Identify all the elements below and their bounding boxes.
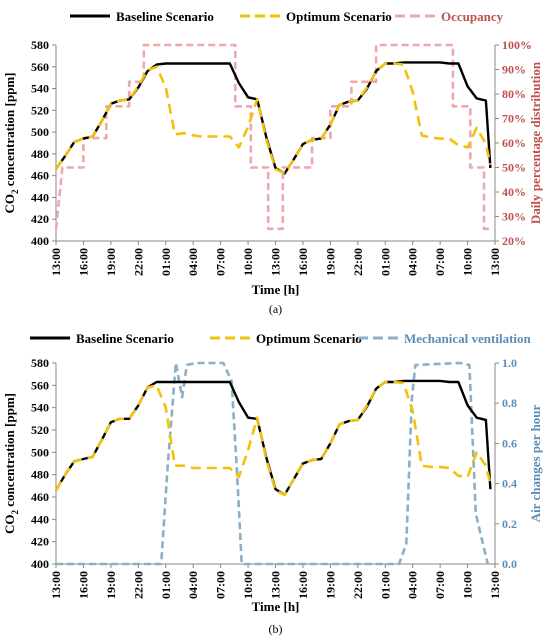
series-line-2 (56, 361, 489, 566)
x-tick-label: 13:00 (488, 248, 502, 276)
x-tick-label: 07:00 (433, 248, 447, 276)
y-tick-label: 500 (31, 125, 49, 139)
y2-tick-label: 100% (502, 38, 532, 52)
y-tick-label: 420 (31, 212, 49, 226)
x-tick-label: 19:00 (323, 571, 337, 599)
y-axis-title: CO2 concentration [ppm] (2, 73, 20, 214)
y-tick-label: 480 (31, 147, 49, 161)
x-axis-title: Time [h] (252, 282, 300, 297)
y2-tick-label: 0.2 (502, 517, 517, 531)
x-tick-label: 01:00 (378, 571, 392, 599)
y2-tick-label: 0.8 (502, 396, 517, 410)
y-tick-label: 400 (31, 234, 49, 248)
y2-tick-label: 30% (502, 210, 526, 224)
x-tick-label: 10:00 (461, 248, 475, 276)
panel-label: (a) (269, 302, 282, 316)
y-axis-title: CO2 concentration [ppm] (2, 393, 20, 534)
y-tick-label: 440 (31, 512, 49, 526)
panel-a-chart: 400 420 440 460 480 500 520 540 560 580 20% 30% 40% 5… (2, 9, 543, 316)
y-tick-label: 580 (31, 38, 49, 52)
y-tick-label: 560 (31, 378, 49, 392)
y-tick-label: 520 (31, 103, 49, 117)
x-tick-label: 04:00 (186, 571, 200, 599)
y-tick-label: 500 (31, 445, 49, 459)
y2-tick-label: 0.0 (502, 557, 517, 571)
x-tick-label: 04:00 (406, 248, 420, 276)
x-tick-label: 16:00 (76, 248, 90, 276)
y-tick-label: 540 (31, 401, 49, 415)
y2-axis-title: Air changes per hour (528, 404, 543, 522)
x-tick-label: 07:00 (433, 571, 447, 599)
series-line-1 (54, 62, 492, 175)
y-axis-title-main: CO (2, 194, 17, 214)
y-tick-label: 520 (31, 423, 49, 437)
y-tick-label: 580 (31, 356, 49, 370)
y2-tick-label: 20% (502, 234, 526, 248)
x-tick-label: 07:00 (214, 571, 228, 599)
x-tick-label: 22:00 (351, 571, 365, 599)
y2-tick-label: 50% (502, 161, 526, 175)
x-axis-title: Time [h] (252, 599, 300, 614)
series-line-0 (55, 61, 492, 175)
x-tick-label: 01:00 (378, 248, 392, 276)
x-tick-label: 16:00 (296, 248, 310, 276)
y-axis-title-rest: concentration [ppm] (2, 393, 17, 510)
x-tick-label: 22:00 (351, 248, 365, 276)
series-line-2 (54, 43, 492, 231)
x-tick-label: 01:00 (159, 248, 173, 276)
x-tick-label: 13:00 (49, 571, 63, 599)
x-tick-label: 19:00 (323, 248, 337, 276)
y-tick-label: 440 (31, 190, 49, 204)
x-tick-label: 22:00 (131, 248, 145, 276)
y-axis-title-main: CO (2, 515, 17, 535)
x-tick-label: 01:00 (159, 571, 173, 599)
y-tick-label: 540 (31, 82, 49, 96)
y2-tick-label: 1.0 (502, 356, 517, 370)
y-tick-label: 400 (31, 557, 49, 571)
x-tick-label: 10:00 (241, 571, 255, 599)
y-axis-title-sub: 2 (10, 189, 20, 194)
y2-tick-label: 80% (502, 87, 526, 101)
x-tick-label: 10:00 (241, 248, 255, 276)
panel-b-chart: 400 420 440 460 480 500 520 540 560 580 0.0 0.2 0.4 0… (2, 331, 543, 636)
y2-tick-label: 40% (502, 185, 526, 199)
series-line-0 (54, 379, 492, 496)
x-tick-label: 13:00 (269, 248, 283, 276)
legend-label-2: Mechanical ventilation (404, 331, 532, 346)
y-tick-label: 420 (31, 535, 49, 549)
y-tick-label: 460 (31, 169, 49, 183)
y-tick-label: 480 (31, 468, 49, 482)
x-tick-label: 10:00 (461, 571, 475, 599)
y2-tick-label: 0.6 (502, 436, 517, 450)
y2-tick-label: 70% (502, 112, 526, 126)
y2-tick-label: 0.4 (502, 477, 517, 491)
y2-tick-label: 90% (502, 63, 526, 77)
panel-label: (b) (269, 622, 283, 636)
legend-label-0: Baseline Scenario (76, 331, 174, 346)
x-tick-label: 13:00 (488, 571, 502, 599)
x-tick-label: 16:00 (296, 571, 310, 599)
x-tick-label: 13:00 (49, 248, 63, 276)
x-tick-label: 22:00 (131, 571, 145, 599)
y-axis-title-sub: 2 (10, 510, 20, 515)
x-tick-label: 13:00 (269, 571, 283, 599)
y-tick-label: 460 (31, 490, 49, 504)
legend-label-0: Baseline Scenario (116, 9, 214, 24)
y2-tick-label: 60% (502, 136, 526, 150)
x-tick-label: 19:00 (104, 248, 118, 276)
y-tick-label: 560 (31, 60, 49, 74)
x-tick-label: 04:00 (406, 571, 420, 599)
legend-label-2: Occupancy (441, 9, 504, 24)
x-tick-label: 19:00 (104, 571, 118, 599)
y2-axis-title: Daily percentage distribution (528, 61, 543, 224)
legend-label-1: Optimum Scenario (256, 331, 362, 346)
y-axis-title-rest: concentration [ppm] (2, 73, 17, 190)
legend-label-1: Optimum Scenario (286, 9, 392, 24)
x-tick-label: 07:00 (214, 248, 228, 276)
x-tick-label: 04:00 (186, 248, 200, 276)
x-tick-label: 16:00 (76, 571, 90, 599)
